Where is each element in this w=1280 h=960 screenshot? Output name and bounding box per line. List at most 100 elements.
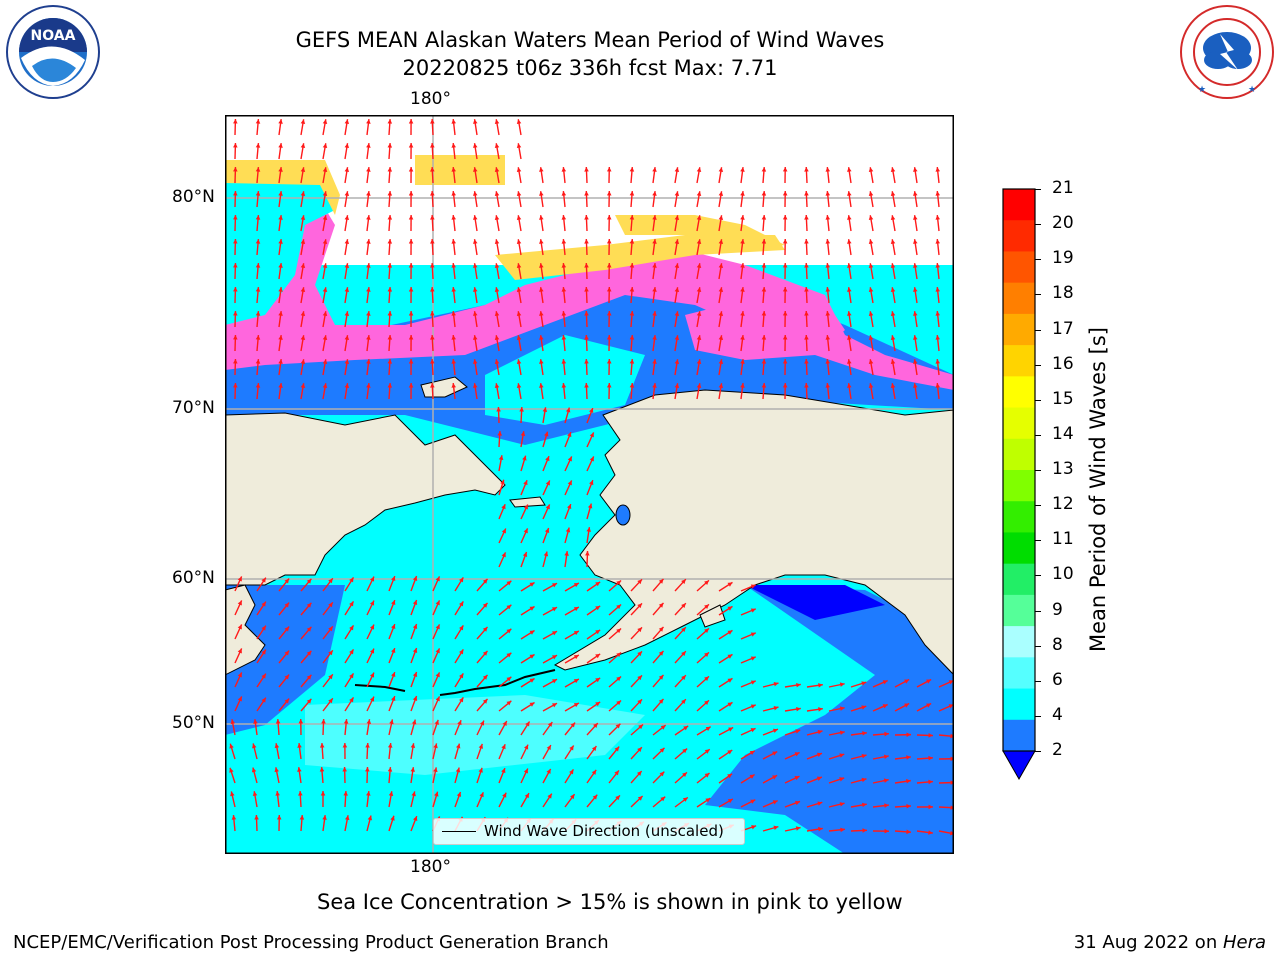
colorbar-tick-label: 18 (1052, 283, 1074, 304)
wind-arrow-head (584, 287, 589, 292)
wind-arrow-head (322, 815, 327, 820)
wind-arrow-head (506, 676, 512, 682)
wind-arrow-head (451, 119, 456, 124)
wind-arrow-head (606, 215, 612, 220)
wind-arrow-head (391, 624, 396, 630)
wind-arrow-head (369, 648, 375, 654)
wind-arrow-head (772, 751, 778, 756)
wind-arrow-head (284, 674, 290, 680)
wind-arrow-head (389, 719, 394, 725)
wind-arrow-head (342, 743, 348, 748)
wind-arrow-head (718, 287, 724, 292)
wind-arrow-head (740, 311, 745, 316)
wind-arrow-head (890, 383, 896, 389)
wind-arrow-head (718, 263, 724, 268)
wind-arrow-head (750, 728, 756, 733)
wind-arrow-head (584, 311, 589, 316)
wind-arrow-head (391, 672, 396, 678)
wind-arrow-head (674, 191, 680, 196)
wind-arrow-head (387, 767, 393, 772)
wind-arrow-head (616, 604, 622, 610)
wind-arrow-head (928, 733, 933, 738)
wind-arrow-head (408, 143, 414, 148)
wind-arrow-head (727, 654, 733, 659)
wind-arrow-head (278, 359, 283, 364)
wind-arrow-head (935, 311, 941, 316)
wind-arrow-head (570, 722, 576, 728)
wind-arrow-head (319, 743, 325, 748)
wind-arrow-head (261, 649, 266, 655)
wind-arrow-head (328, 698, 333, 704)
lon-label-bottom: 180° (410, 857, 451, 877)
wind-arrow-head (473, 143, 478, 148)
footer-left: NCEP/EMC/Verification Post Processing Pr… (13, 932, 609, 953)
legend-label: Wind Wave Direction (unscaled) (484, 822, 724, 840)
wind-arrow-head (516, 191, 522, 197)
wind-arrow-head (300, 215, 306, 220)
colorbar-tick-mark (1035, 259, 1041, 261)
wind-arrow-head (408, 335, 414, 340)
wind-arrow-head (658, 578, 664, 584)
wind-arrow-head (817, 729, 823, 735)
wind-arrow-head (237, 600, 242, 606)
wind-arrow-head (482, 698, 488, 704)
wind-arrow-head (344, 359, 350, 364)
wind-arrow-head (950, 780, 954, 785)
wind-arrow-head (349, 577, 354, 583)
wind-arrow-head (782, 287, 788, 292)
wind-arrow-head (637, 747, 642, 753)
wind-arrow-head (543, 551, 549, 557)
wind-arrow-head (906, 803, 911, 809)
wind-arrow-head (494, 383, 500, 389)
wind-arrow-head (300, 263, 306, 268)
wind-arrow-head (529, 606, 535, 611)
wind-arrow-head (233, 383, 238, 388)
wind-arrow-head (544, 431, 549, 437)
wind-arrow-head (344, 815, 350, 821)
wind-arrow-head (681, 651, 686, 657)
wind-arrow-head (366, 791, 371, 796)
wind-arrow-head (233, 143, 238, 148)
wind-arrow-head (482, 626, 488, 632)
wind-arrow-head (616, 580, 622, 586)
wind-arrow-head (652, 191, 657, 196)
wind-arrow-head (616, 676, 622, 682)
wind-arrow-head (522, 551, 528, 557)
wind-arrow-head (681, 579, 686, 585)
wind-arrow-head (890, 359, 896, 365)
wind-arrow-head (868, 215, 874, 221)
wind-arrow-head (349, 601, 354, 607)
wind-arrow-head (494, 191, 500, 197)
wind-arrow-head (278, 167, 283, 172)
wind-arrow-head (494, 167, 500, 173)
wind-arrow-head (237, 624, 242, 630)
wind-arrow-head (408, 287, 414, 292)
svg-text:★: ★ (1198, 85, 1206, 95)
colorbar-tick-label: 21 (1052, 178, 1074, 198)
wind-arrow-head (516, 215, 522, 221)
wind-arrow-head (652, 215, 657, 220)
wind-arrow-head (761, 359, 767, 364)
wind-arrow-head (343, 791, 348, 796)
wind-arrow-head (804, 191, 809, 196)
wind-arrow-head (435, 624, 440, 630)
wind-arrow-head (284, 626, 290, 632)
wind-arrow-head (387, 383, 393, 388)
wind-arrow-head (740, 287, 745, 292)
wind-arrow-head (890, 287, 896, 293)
wind-arrow-head (390, 815, 395, 821)
wind-arrow-head (890, 167, 896, 173)
wind-arrow-head (761, 239, 767, 244)
wind-arrow-head (516, 143, 522, 149)
wind-arrow-head (839, 753, 845, 758)
arctic-white-area (225, 115, 954, 265)
wind-arrow-head (516, 263, 522, 269)
wind-arrow-head (344, 239, 350, 244)
wind-arrow-head (565, 527, 571, 533)
wind-arrow-head (433, 743, 438, 749)
wind-arrow-head (616, 652, 622, 658)
wind-arrow-head (344, 383, 350, 388)
wind-arrow-head (884, 803, 889, 808)
wind-arrow-head (652, 287, 657, 292)
wind-arrow-head (567, 504, 572, 510)
